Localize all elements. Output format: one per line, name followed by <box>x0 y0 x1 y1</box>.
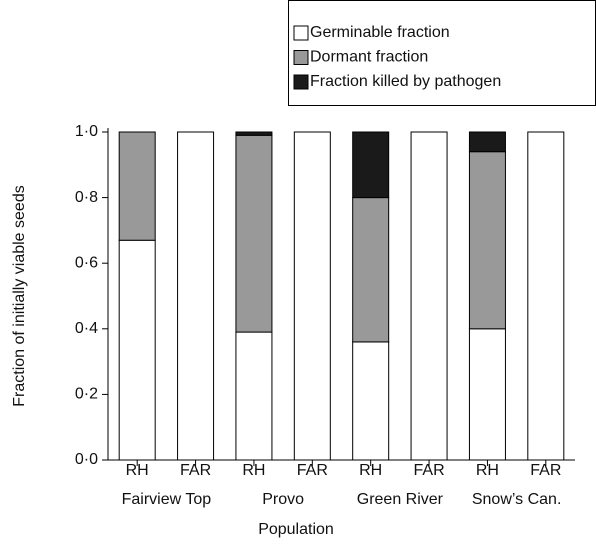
y-tick-label: 0·0 <box>75 451 98 468</box>
y-tick-label: 0·4 <box>75 320 98 337</box>
bar-segment <box>235 131 273 136</box>
legend-box <box>288 0 596 106</box>
bar-segment <box>468 151 506 330</box>
group-label: Provo <box>262 491 304 508</box>
bar-segment <box>235 331 273 461</box>
x-tick-label: FAR <box>297 462 328 479</box>
bar-segment <box>352 131 390 199</box>
bar-segment <box>468 328 506 461</box>
legend-label: Fraction killed by pathogen <box>310 73 501 90</box>
bar-segment <box>177 131 215 461</box>
x-tick-label: RH <box>359 462 382 479</box>
y-tick-label: 0·2 <box>75 386 98 403</box>
group-label: Fairview Top <box>122 491 212 508</box>
legend-swatch <box>293 74 309 90</box>
bar-segment <box>235 134 273 333</box>
x-tick-label: RH <box>126 462 149 479</box>
x-tick-label: FAR <box>530 462 561 479</box>
bar-segment <box>118 131 156 241</box>
bar-segment <box>118 239 156 461</box>
x-tick-label: FAR <box>180 462 211 479</box>
legend-swatch <box>293 25 309 41</box>
x-axis-label: Population <box>258 521 334 538</box>
bar-segment <box>352 197 390 343</box>
bar-segment <box>352 341 390 461</box>
group-label: Green River <box>357 491 444 508</box>
group-label: Snow’s Can. <box>472 491 562 508</box>
x-tick-label: RH <box>476 462 499 479</box>
y-tick-label: 1·0 <box>75 123 98 140</box>
bar-segment <box>468 131 506 153</box>
bar-segment <box>293 131 331 461</box>
y-tick-label: 0·8 <box>75 189 98 206</box>
legend-label: Dormant fraction <box>310 49 428 66</box>
y-tick-label: 0·6 <box>75 254 98 271</box>
legend-swatch <box>293 50 309 65</box>
bar-segment <box>527 131 565 461</box>
x-tick-label: RH <box>242 462 265 479</box>
bar-segment <box>410 131 448 461</box>
y-axis-label: Fraction of initially viable seeds <box>11 185 28 406</box>
x-tick-label: FAR <box>414 462 445 479</box>
legend-label: Germinable fraction <box>310 24 450 41</box>
